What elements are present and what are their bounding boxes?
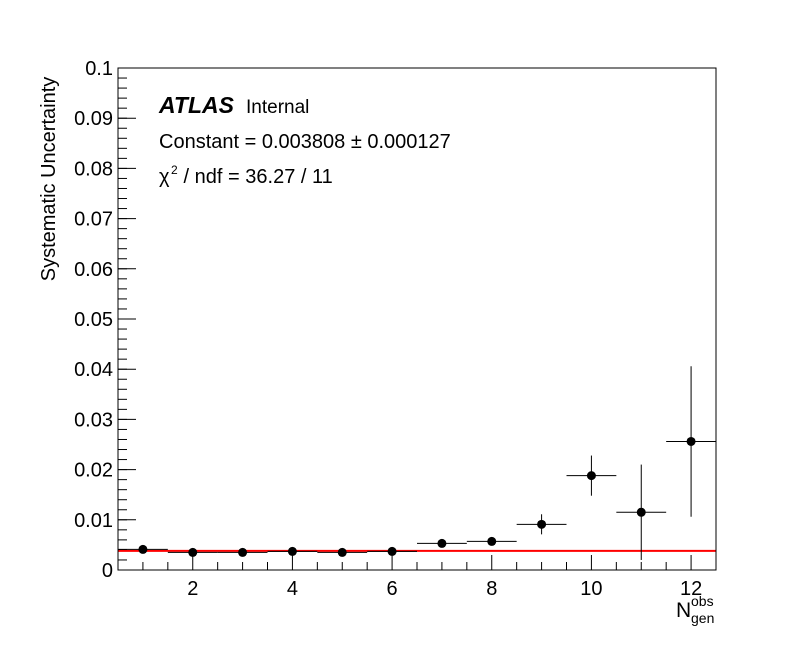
- x-axis-label-sup: obs: [691, 593, 714, 609]
- point-marker: [636, 507, 646, 517]
- x-axis-label-sub: gen: [691, 610, 714, 626]
- data-point: [367, 546, 417, 556]
- y-tick-label: 0.06: [74, 259, 113, 281]
- x-tick-label: 4: [287, 578, 298, 600]
- y-tick-label: 0.04: [74, 359, 113, 381]
- x-tick-label: 2: [187, 578, 198, 600]
- data-points: [118, 366, 716, 560]
- data-point: [666, 366, 716, 517]
- plot-frame: [117, 67, 717, 571]
- data-point: [267, 546, 318, 556]
- y-tick-label: 0.01: [74, 510, 113, 532]
- internal-label: Internal: [246, 97, 309, 118]
- y-tick-label: 0: [102, 560, 113, 582]
- data-point: [217, 547, 268, 557]
- data-point: [317, 547, 368, 557]
- point-marker: [138, 544, 148, 554]
- point-marker: [586, 471, 596, 481]
- y-tick-label: 0.08: [74, 158, 113, 180]
- x-tick-label: 12: [680, 578, 702, 600]
- data-point: [466, 536, 517, 546]
- point-marker: [337, 547, 347, 557]
- y-tick-label: 0.07: [74, 209, 113, 231]
- data-point: [417, 538, 467, 548]
- y-tick-label: 0.09: [74, 108, 113, 130]
- point-marker: [686, 436, 696, 446]
- fit-constant-label: Constant = 0.003808 ± 0.000127: [159, 131, 451, 153]
- data-point: [118, 544, 168, 554]
- data-point: [167, 547, 218, 557]
- x-axis-label: N obs gen: [676, 593, 714, 626]
- y-tick-label: 0.03: [74, 409, 113, 431]
- y-tick-label: 0.1: [85, 58, 113, 80]
- y-tick-label: 0.05: [74, 309, 113, 331]
- point-marker: [238, 547, 248, 557]
- point-marker: [188, 547, 198, 557]
- point-marker: [387, 546, 397, 556]
- data-point: [566, 455, 617, 496]
- data-point: [616, 464, 667, 560]
- point-marker: [437, 538, 447, 548]
- point-marker: [537, 519, 547, 529]
- point-marker: [287, 546, 297, 556]
- x-axis-label-main: N: [676, 599, 691, 622]
- x-tick-label: 6: [387, 578, 398, 600]
- point-marker: [487, 536, 497, 546]
- chi2-symbol: χ: [159, 166, 170, 188]
- atlas-label: ATLAS: [158, 92, 235, 118]
- chi2-label: χ 2 / ndf = 36.27 / 11: [159, 163, 333, 188]
- y-axis-label: Systematic Uncertainty: [38, 77, 60, 282]
- tick-labels: 0 0.01 0.02 0.03 0.04 0.05 0.06 0.07 0.08 0.09 0.1…: [74, 58, 702, 600]
- data-point: [516, 514, 567, 535]
- y-tick-label: 0.02: [74, 460, 113, 482]
- chi2-exponent: 2: [171, 163, 178, 177]
- chi2-ndf: / ndf = 36.27 / 11: [178, 166, 333, 188]
- x-tick-label: 10: [580, 578, 602, 600]
- x-tick-label: 8: [486, 578, 497, 600]
